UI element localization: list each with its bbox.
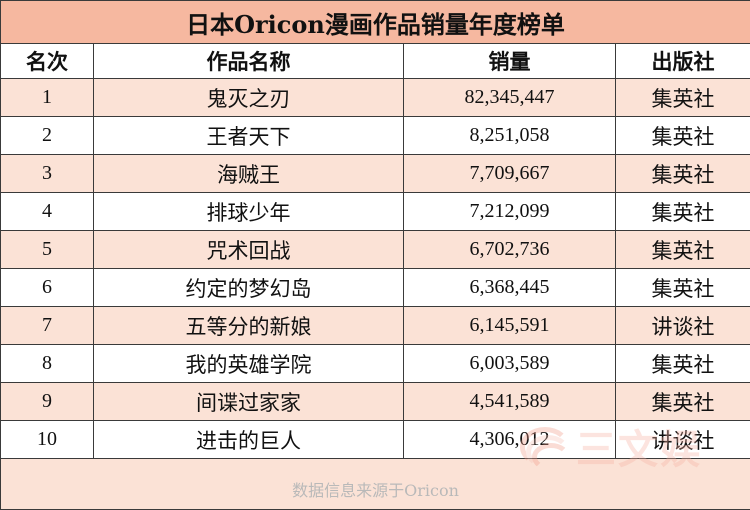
work-cell: 我的英雄学院 xyxy=(94,345,404,383)
rank-cell: 10 xyxy=(1,421,94,459)
header-row: 名次 作品名称 销量 出版社 xyxy=(1,44,750,79)
publisher-cell: 集英社 xyxy=(616,345,750,383)
rank-cell: 7 xyxy=(1,307,94,345)
publisher-cell: 集英社 xyxy=(616,383,750,421)
source-note: 数据信息来源于Oricon xyxy=(1,459,750,510)
sales-cell: 4,306,012 xyxy=(404,421,616,459)
header-publisher: 出版社 xyxy=(616,44,750,79)
rank-cell: 1 xyxy=(1,79,94,117)
work-cell: 排球少年 xyxy=(94,193,404,231)
work-cell: 鬼灭之刃 xyxy=(94,79,404,117)
work-cell: 约定的梦幻岛 xyxy=(94,269,404,307)
publisher-cell: 集英社 xyxy=(616,117,750,155)
title-row: 日本Oricon漫画作品销量年度榜单 xyxy=(1,1,750,44)
footer-row: 数据信息来源于Oricon xyxy=(1,459,750,510)
rank-cell: 8 xyxy=(1,345,94,383)
publisher-cell: 讲谈社 xyxy=(616,421,750,459)
work-cell: 咒术回战 xyxy=(94,231,404,269)
work-cell: 间谍过家家 xyxy=(94,383,404,421)
header-sales: 销量 xyxy=(404,44,616,79)
rank-cell: 2 xyxy=(1,117,94,155)
publisher-cell: 集英社 xyxy=(616,231,750,269)
publisher-cell: 集英社 xyxy=(616,193,750,231)
table-title: 日本Oricon漫画作品销量年度榜单 xyxy=(1,1,750,44)
sales-cell: 6,003,589 xyxy=(404,345,616,383)
header-work: 作品名称 xyxy=(94,44,404,79)
sales-cell: 6,368,445 xyxy=(404,269,616,307)
sales-cell: 7,212,099 xyxy=(404,193,616,231)
work-cell: 海贼王 xyxy=(94,155,404,193)
rank-cell: 3 xyxy=(1,155,94,193)
sales-cell: 4,541,589 xyxy=(404,383,616,421)
rank-cell: 6 xyxy=(1,269,94,307)
rank-cell: 9 xyxy=(1,383,94,421)
work-cell: 进击的巨人 xyxy=(94,421,404,459)
work-cell: 五等分的新娘 xyxy=(94,307,404,345)
sales-cell: 7,709,667 xyxy=(404,155,616,193)
publisher-cell: 讲谈社 xyxy=(616,307,750,345)
publisher-cell: 集英社 xyxy=(616,79,750,117)
sales-cell: 6,702,736 xyxy=(404,231,616,269)
publisher-cell: 集英社 xyxy=(616,269,750,307)
header-rank: 名次 xyxy=(1,44,94,79)
sales-cell: 82,345,447 xyxy=(404,79,616,117)
work-cell: 王者天下 xyxy=(94,117,404,155)
publisher-cell: 集英社 xyxy=(616,155,750,193)
sales-cell: 6,145,591 xyxy=(404,307,616,345)
rank-cell: 4 xyxy=(1,193,94,231)
rank-cell: 5 xyxy=(1,231,94,269)
sales-cell: 8,251,058 xyxy=(404,117,616,155)
